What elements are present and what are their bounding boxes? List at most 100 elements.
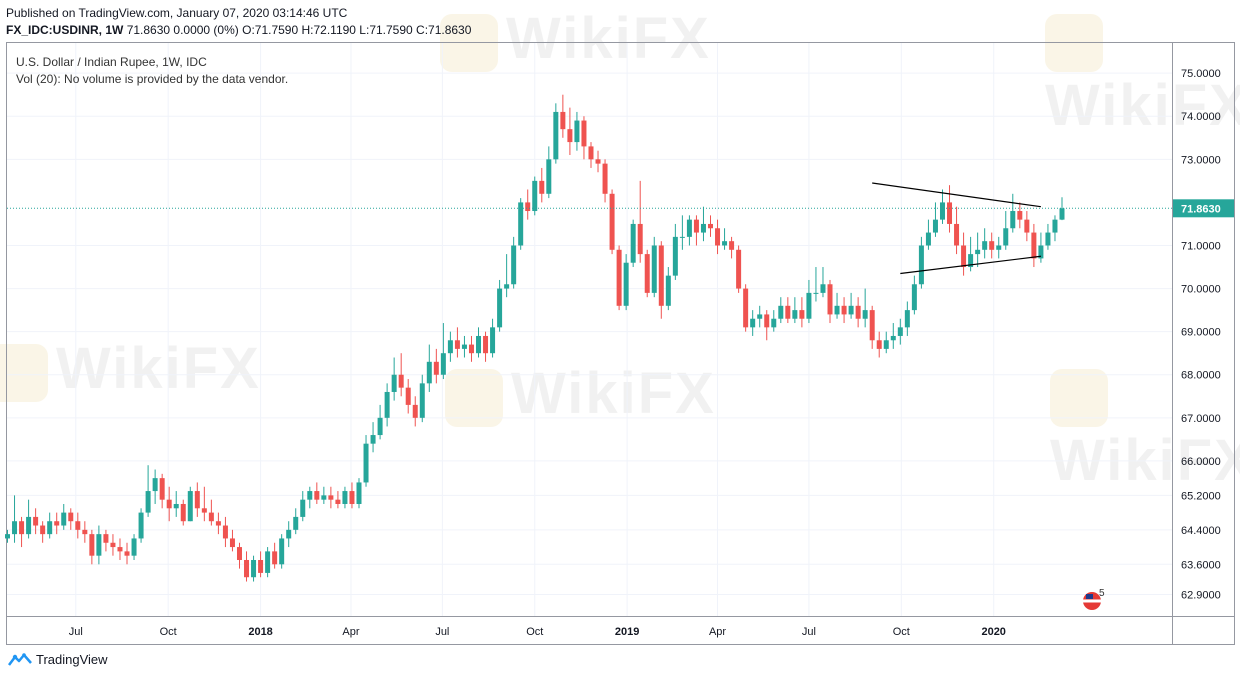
candle-body [293,516,299,530]
candle [328,486,334,509]
candle-body [651,245,657,293]
candle-body [855,305,861,319]
candle [314,482,320,504]
candle-body [398,374,404,388]
candle-body [96,534,102,556]
candle-body [426,361,432,384]
candle [110,534,116,556]
candle-body [532,180,538,212]
candle [187,486,193,522]
chart-legend: U.S. Dollar / Indian Rupee, 1W, IDC Vol … [16,54,288,88]
candle [982,228,988,259]
candle [412,396,418,427]
candle [539,167,545,203]
candle-body [806,292,812,319]
trendline [872,182,1041,208]
candle-body [391,374,397,392]
candle [145,465,151,517]
candle [265,547,271,578]
candle [883,331,889,354]
candle [19,516,25,548]
candle [349,482,355,509]
candle [131,534,137,560]
candle [483,331,489,362]
candle [426,344,432,392]
candle-body [553,111,559,160]
candle-body [778,305,784,319]
time-tick-label: Oct [526,626,543,638]
candle-body [715,228,721,246]
candle [925,219,931,250]
candle-body [166,499,172,509]
candle-body [26,516,32,535]
time-tick-label: 2020 [981,626,1005,638]
event-count: 5 [1099,588,1105,599]
candle-body [1017,211,1023,220]
candle [968,236,974,272]
events-badge[interactable]: 5 [1083,588,1105,610]
candle-body [518,202,524,246]
candle [975,232,981,268]
time-tick-label: Apr [709,626,726,638]
candle [1010,193,1016,233]
candle-body [272,551,278,565]
candle [553,103,559,164]
candle [75,512,81,539]
candle-body [996,245,1002,250]
candle [61,503,67,530]
candle-body [504,284,510,289]
time-tick-label: 2019 [615,626,639,638]
candle-body [229,538,235,548]
footer-brand: TradingView [36,652,108,667]
last-price-tag-label: 71.8630 [1181,203,1221,215]
candle [827,279,833,324]
candle [476,327,482,358]
candle [722,228,728,250]
candle-body [897,327,903,336]
candle-body [314,491,320,500]
candle [229,529,235,552]
time-tick-label: Apr [342,626,359,638]
candle [504,254,510,298]
candle-body [110,542,116,548]
candle [644,249,650,298]
flag-stripe [1083,599,1101,603]
candle-body [876,340,882,349]
candle [778,297,784,324]
candle [180,499,186,526]
candle [665,267,671,311]
candle-body [1045,232,1051,246]
candle-body [511,245,517,285]
candle [567,107,573,156]
tradingview-footer[interactable]: TradingView [8,652,108,667]
candle-body [356,482,362,504]
candle [384,383,390,427]
candle [595,150,601,173]
candle-body [708,223,713,229]
candle-body [258,559,264,573]
candle-body [89,534,95,556]
candle [623,254,629,311]
candle-body [33,516,39,526]
candle [890,323,896,349]
candle-body [890,335,896,341]
candle-body [560,111,566,130]
candle-body [145,491,151,513]
candle-body [47,521,53,535]
candle-body [1038,245,1044,259]
candle-body [173,503,179,509]
candle-body [525,202,531,212]
candle [771,310,777,332]
candle [208,499,214,526]
candle [911,275,917,315]
candle-body [187,491,193,522]
candle [82,521,88,543]
time-tick-label: Jul [69,626,83,638]
candle [300,491,306,522]
candle-body [792,310,798,319]
candle-body [672,236,678,276]
candle [693,215,699,246]
candle-body [820,284,826,293]
candle [581,116,587,160]
